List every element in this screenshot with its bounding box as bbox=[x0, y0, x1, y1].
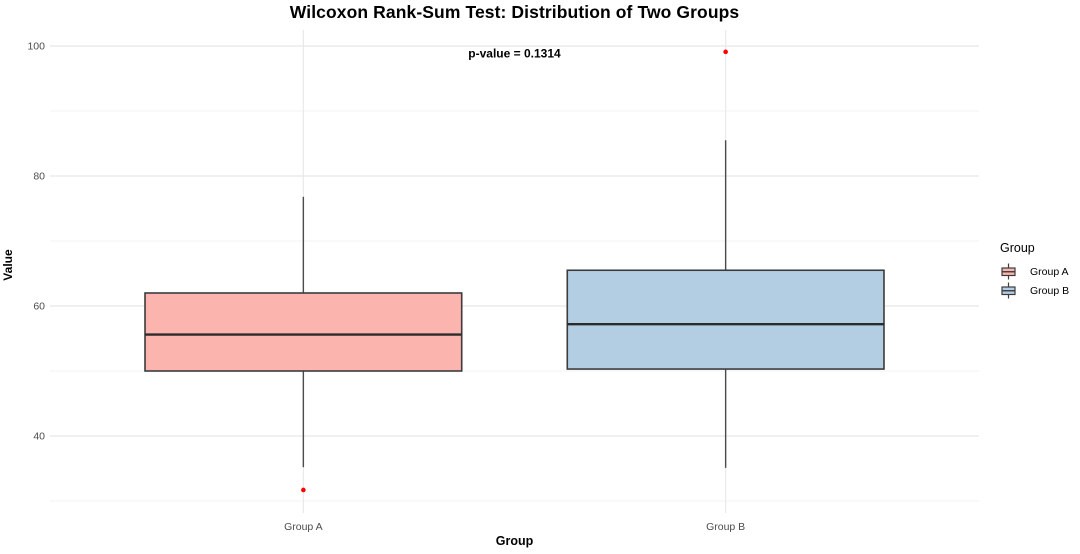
y-tick-label: 80 bbox=[33, 171, 45, 183]
outlier-point bbox=[723, 49, 728, 55]
y-tick-label: 60 bbox=[33, 301, 45, 313]
chart-title: Wilcoxon Rank-Sum Test: Distribution of … bbox=[289, 2, 740, 22]
y-tick-label: 40 bbox=[33, 431, 45, 443]
legend-label: Group A bbox=[1030, 265, 1069, 278]
legend-title: Group bbox=[1000, 241, 1035, 255]
boxplot-key-icon bbox=[1001, 263, 1016, 280]
p-value-annotation: p-value = 0.1314 bbox=[468, 47, 561, 61]
boxplot-key-icon bbox=[1001, 282, 1016, 299]
legend-entry-group-a: Group A bbox=[1000, 262, 1069, 281]
boxplot-box bbox=[566, 269, 885, 370]
x-tick-label: Group A bbox=[284, 521, 323, 533]
outlier-point bbox=[301, 487, 306, 493]
legend-entry-group-b: Group B bbox=[1000, 281, 1069, 300]
legend-label: Group B bbox=[1030, 284, 1070, 297]
legend: Group Group A Group B bbox=[1000, 241, 1069, 300]
y-tick-label: 100 bbox=[27, 41, 45, 53]
x-tick-label: Group B bbox=[706, 521, 745, 533]
x-axis-title: Group bbox=[495, 534, 534, 548]
boxplot-box bbox=[144, 292, 463, 372]
